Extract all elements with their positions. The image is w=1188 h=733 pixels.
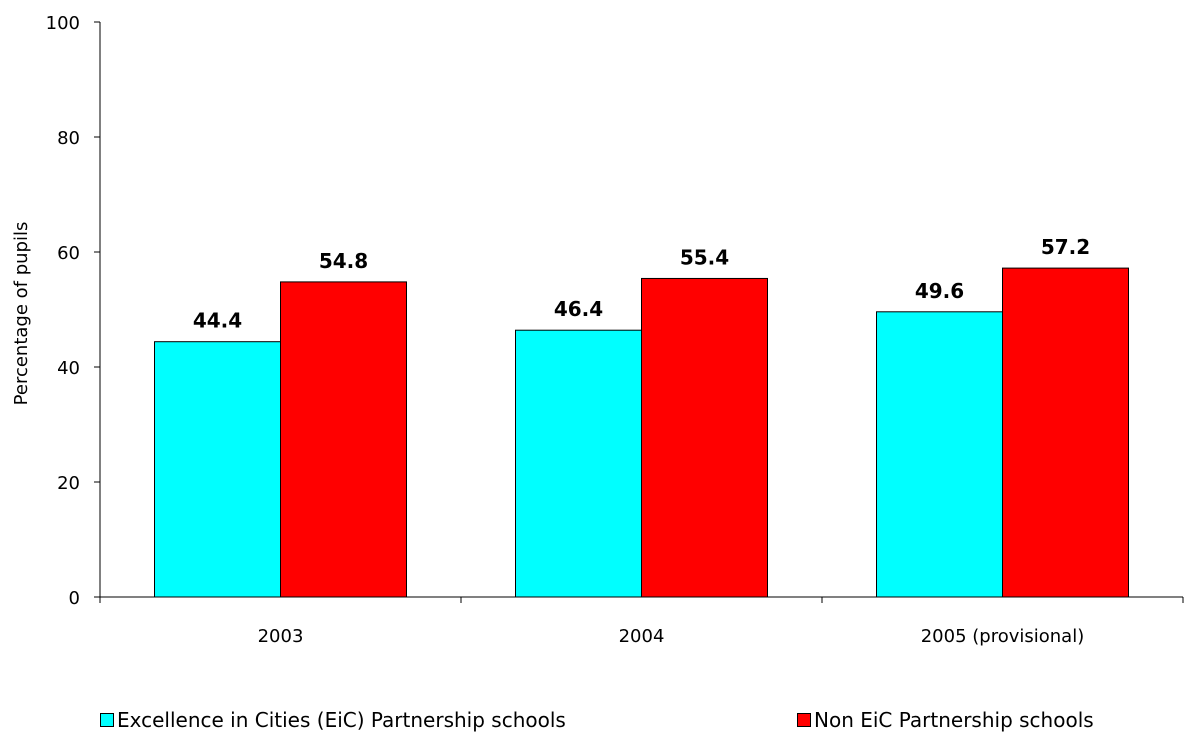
data-label: 57.2 (1041, 235, 1090, 259)
y-tick-label: 60 (57, 243, 80, 264)
data-label: 55.4 (680, 245, 729, 269)
legend-swatch-eic (100, 713, 114, 727)
y-tick-label: 100 (46, 13, 80, 34)
legend: Excellence in Cities (EiC) Partnership s… (0, 708, 1188, 733)
legend-label-non-eic: Non EiC Partnership schools (814, 708, 1094, 732)
y-tick-label: 80 (57, 128, 80, 149)
legend-item-eic: Excellence in Cities (EiC) Partnership s… (100, 708, 566, 732)
bars (154, 267, 1129, 598)
data-label: 44.4 (193, 309, 242, 333)
bar-non-eic-2005 (1002, 267, 1129, 598)
y-tick-label: 20 (57, 473, 80, 494)
legend-swatch-non-eic (797, 713, 811, 727)
data-label: 54.8 (319, 249, 368, 273)
x-tick-label: 2004 (619, 626, 665, 647)
bar-eic-2005 (876, 311, 1003, 598)
y-axis-title: Percentage of pupils (11, 222, 32, 406)
y-tick-label: 0 (69, 588, 80, 609)
y-axis-ticks: 0 20 40 60 80 100 (46, 13, 100, 609)
x-tick-label: 2003 (258, 626, 304, 647)
legend-label-eic: Excellence in Cities (EiC) Partnership s… (117, 708, 566, 732)
bar-eic-2004 (515, 329, 642, 598)
bar-chart: 0 20 40 60 80 100 44.4 54.8 46.4 55.4 49.6 57.2 20… (11, 13, 1184, 647)
bar-non-eic-2003 (280, 281, 407, 598)
x-tick-label: 2005 (provisional) (921, 626, 1085, 647)
data-label: 46.4 (554, 297, 603, 321)
data-label: 49.6 (915, 279, 964, 303)
legend-item-non-eic: Non EiC Partnership schools (797, 708, 1094, 732)
y-tick-label: 40 (57, 358, 80, 379)
bar-non-eic-2004 (641, 277, 768, 598)
data-labels: 44.4 54.8 46.4 55.4 49.6 57.2 (193, 235, 1090, 333)
x-axis-labels: 2003 2004 2005 (provisional) (99, 597, 1184, 647)
bar-eic-2003 (154, 341, 281, 598)
